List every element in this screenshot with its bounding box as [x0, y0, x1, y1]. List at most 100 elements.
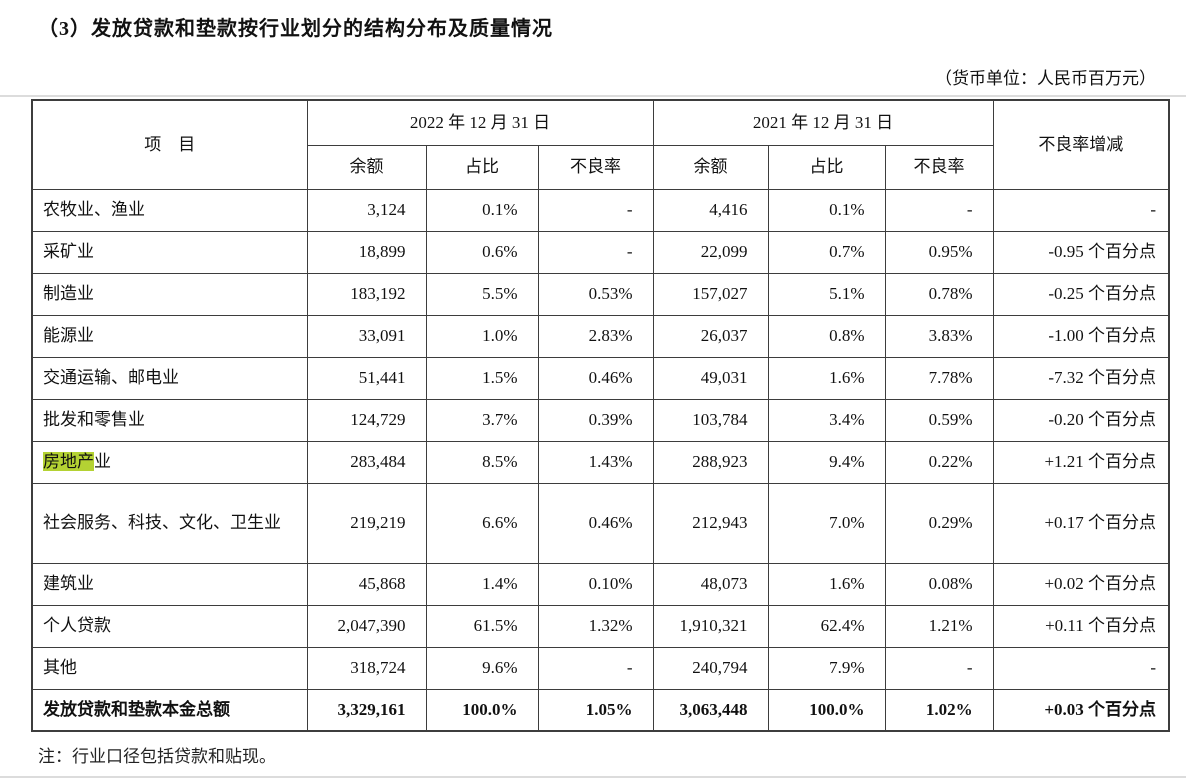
row-item-cell: 发放贷款和垫款本金总额 — [31, 688, 308, 732]
row-item-cell: 交通运输、邮电业 — [31, 356, 308, 400]
value-cell: 48,073 — [652, 562, 769, 606]
header-proportion-2021: 占比 — [767, 144, 886, 190]
page-title: （3）发放贷款和垫款按行业划分的结构分布及质量情况 — [38, 18, 553, 40]
value-cell: -0.95 个百分点 — [992, 230, 1170, 274]
value-cell: 0.46% — [537, 356, 654, 400]
value-cell: - — [884, 188, 994, 232]
value-cell: 4,416 — [652, 188, 769, 232]
value-cell: - — [537, 230, 654, 274]
row-item-cell: 建筑业 — [31, 562, 308, 606]
row-item-cell: 采矿业 — [31, 230, 308, 274]
value-cell: 0.1% — [425, 188, 539, 232]
value-cell: 3.7% — [425, 398, 539, 442]
value-cell: 5.1% — [767, 272, 886, 316]
header-date-2021: 2021 年 12 月 31 日 — [652, 99, 994, 146]
value-cell: 0.59% — [884, 398, 994, 442]
value-cell: 1.5% — [425, 356, 539, 400]
table-row: 社会服务、科技、文化、卫生业 219,219 6.6% 0.46% 212,943 7.0… — [31, 482, 1170, 564]
value-cell: 9.6% — [425, 646, 539, 690]
value-cell: 157,027 — [652, 272, 769, 316]
value-cell: 0.08% — [884, 562, 994, 606]
row-item-cell: 社会服务、科技、文化、卫生业 — [31, 482, 308, 564]
value-cell: 0.1% — [767, 188, 886, 232]
value-cell: 318,724 — [306, 646, 427, 690]
value-cell: +0.02 个百分点 — [992, 562, 1170, 606]
value-cell: 124,729 — [306, 398, 427, 442]
loans-by-industry-table: 项 目 2022 年 12 月 31 日 2021 年 12 月 31 日 不良… — [31, 99, 1171, 732]
value-cell: 288,923 — [652, 440, 769, 484]
value-cell: 26,037 — [652, 314, 769, 358]
value-cell: 1.6% — [767, 562, 886, 606]
header-balance-2022: 余额 — [306, 144, 427, 190]
value-cell: 3.83% — [884, 314, 994, 358]
value-cell: 103,784 — [652, 398, 769, 442]
value-cell: - — [537, 188, 654, 232]
highlighted-text: 房地产 — [43, 452, 94, 472]
value-cell: 5.5% — [425, 272, 539, 316]
value-cell: 0.29% — [884, 482, 994, 564]
value-cell: 7.9% — [767, 646, 886, 690]
value-cell: 1.32% — [537, 604, 654, 648]
value-cell: 0.7% — [767, 230, 886, 274]
value-cell: 9.4% — [767, 440, 886, 484]
table-row: 采矿业 18,899 0.6% -22,099 0.7% 0.95% -0.95 个百分点 — [31, 230, 1170, 274]
value-cell: 183,192 — [306, 272, 427, 316]
header-npl-rate-2022: 不良率 — [537, 144, 654, 190]
header-proportion-2022: 占比 — [425, 144, 539, 190]
header-date-2022: 2022 年 12 月 31 日 — [306, 99, 654, 146]
value-cell: 1.6% — [767, 356, 886, 400]
value-cell: -1.00 个百分点 — [992, 314, 1170, 358]
value-cell: -7.32 个百分点 — [992, 356, 1170, 400]
value-cell: 18,899 — [306, 230, 427, 274]
header-npl-change: 不良率增减 — [992, 99, 1170, 190]
value-cell: 8.5% — [425, 440, 539, 484]
value-cell: 240,794 — [652, 646, 769, 690]
row-item-cell: 能源业 — [31, 314, 308, 358]
row-item-cell: 房地产业 — [31, 440, 308, 484]
table-row: 制造业 183,192 5.5% 0.53% 157,027 5.1% 0.78% -0.25… — [31, 272, 1170, 316]
page-divider-top — [0, 95, 1186, 97]
value-cell: 212,943 — [652, 482, 769, 564]
value-cell: -0.20 个百分点 — [992, 398, 1170, 442]
table-row: 其他 318,724 9.6% -240,794 7.9% - - — [31, 646, 1170, 690]
value-cell: 0.8% — [767, 314, 886, 358]
value-cell: -0.25 个百分点 — [992, 272, 1170, 316]
value-cell: 0.6% — [425, 230, 539, 274]
table-row: 交通运输、邮电业 51,441 1.5% 0.46% 49,031 1.6% 7.78% -7… — [31, 356, 1170, 400]
value-cell: 283,484 — [306, 440, 427, 484]
value-cell: +0.17 个百分点 — [992, 482, 1170, 564]
header-npl-rate-2021: 不良率 — [884, 144, 994, 190]
row-item-cell: 批发和零售业 — [31, 398, 308, 442]
value-cell: 45,868 — [306, 562, 427, 606]
value-cell: 3,329,161 — [306, 688, 427, 732]
value-cell: - — [992, 188, 1170, 232]
row-item-cell: 其他 — [31, 646, 308, 690]
value-cell: +1.21 个百分点 — [992, 440, 1170, 484]
page-divider-bottom — [0, 776, 1186, 778]
value-cell: 22,099 — [652, 230, 769, 274]
value-cell: 0.53% — [537, 272, 654, 316]
value-cell: 1.43% — [537, 440, 654, 484]
value-cell: 0.46% — [537, 482, 654, 564]
value-cell: 1.4% — [425, 562, 539, 606]
value-cell: 0.78% — [884, 272, 994, 316]
value-cell: 61.5% — [425, 604, 539, 648]
currency-unit-note: （货币单位：人民币百万元） — [935, 69, 1156, 88]
value-cell: 1.05% — [537, 688, 654, 732]
value-cell: 33,091 — [306, 314, 427, 358]
value-cell: 100.0% — [767, 688, 886, 732]
value-cell: 1,910,321 — [652, 604, 769, 648]
table-row: 批发和零售业 124,729 3.7% 0.39% 103,784 3.4% 0.59% -0… — [31, 398, 1170, 442]
value-cell: 2.83% — [537, 314, 654, 358]
value-cell: 1.02% — [884, 688, 994, 732]
value-cell: 0.95% — [884, 230, 994, 274]
value-cell: 0.39% — [537, 398, 654, 442]
value-cell: - — [884, 646, 994, 690]
total-row: 发放贷款和垫款本金总额 3,329,161 100.0% 1.05% 3,063,448… — [31, 688, 1170, 732]
table-row: 能源业 33,091 1.0% 2.83% 26,037 0.8% 3.83% -1.00 个… — [31, 314, 1170, 358]
row-item-cell: 个人贷款 — [31, 604, 308, 648]
value-cell: 6.6% — [425, 482, 539, 564]
value-cell: 62.4% — [767, 604, 886, 648]
row-item-cell: 制造业 — [31, 272, 308, 316]
value-cell: 219,219 — [306, 482, 427, 564]
